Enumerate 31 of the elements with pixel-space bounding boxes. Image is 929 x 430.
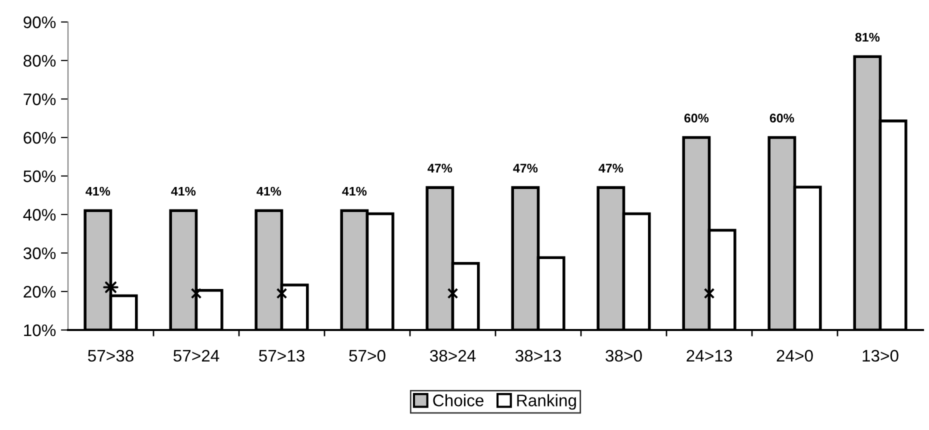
y-tick-label: 80% (24, 54, 56, 67)
x-tick-label: 57>38 (88, 350, 134, 362)
y-tick-label: 50% (24, 170, 56, 182)
x-tick-label: 38>24 (430, 350, 476, 362)
data-label: 60% (684, 114, 709, 123)
x-tick-label: 57>13 (259, 350, 304, 362)
data-label: 47% (428, 164, 452, 173)
data-label: 41% (342, 186, 367, 196)
y-tick-label: 40% (23, 208, 56, 221)
y-tick-label: 60% (24, 132, 56, 144)
x-tick-label: 13>0 (862, 350, 898, 362)
data-label: 60% (770, 114, 794, 123)
legend-label: Choice (433, 394, 484, 406)
y-tick-label: 20% (24, 286, 56, 298)
data-label: 41% (256, 186, 282, 196)
x-tick-label: 38>13 (515, 350, 561, 362)
x-tick-label: 24>13 (686, 350, 732, 362)
data-label: 47% (513, 164, 538, 173)
y-tick-label: 30% (23, 247, 56, 260)
x-tick-label: 57>0 (349, 350, 386, 362)
y-tick-label: 70% (24, 93, 56, 106)
legend-label: Ranking (517, 394, 576, 410)
data-label: 41% (171, 186, 196, 196)
data-label: 81% (855, 32, 880, 42)
y-tick-label: 90% (24, 16, 56, 28)
x-tick-label: 24>0 (776, 350, 813, 362)
data-label: 41% (86, 186, 110, 196)
y-tick-label: 10% (24, 324, 56, 336)
data-label: 47% (598, 164, 624, 173)
x-tick-label: 57>24 (174, 350, 220, 362)
x-tick-label: 38>0 (606, 350, 642, 362)
